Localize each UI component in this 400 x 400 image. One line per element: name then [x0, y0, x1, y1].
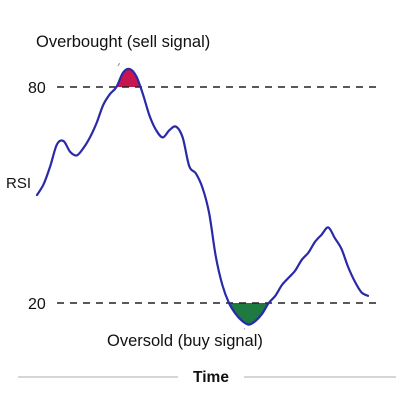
overbought-zone-fill [37, 68, 368, 87]
y-axis-title: RSI [6, 175, 31, 192]
reference-lines [57, 86, 378, 304]
zone-fills [37, 68, 368, 325]
oversold-annotation: Oversold (buy signal) [107, 332, 263, 350]
overbought-annotation: Overbought (sell signal) [36, 33, 210, 51]
y-tick-label-80: 80 [28, 80, 46, 97]
overbought-leader-line [117, 62, 121, 67]
labels: Overbought (sell signal) Oversold (buy si… [6, 33, 263, 386]
annotations [117, 62, 246, 330]
oversold-zone-fill [37, 303, 368, 325]
series-lines [35, 67, 370, 326]
y-tick-label-20: 20 [28, 296, 46, 313]
x-axis-title: Time [193, 369, 229, 386]
rsi-line [35, 67, 370, 326]
